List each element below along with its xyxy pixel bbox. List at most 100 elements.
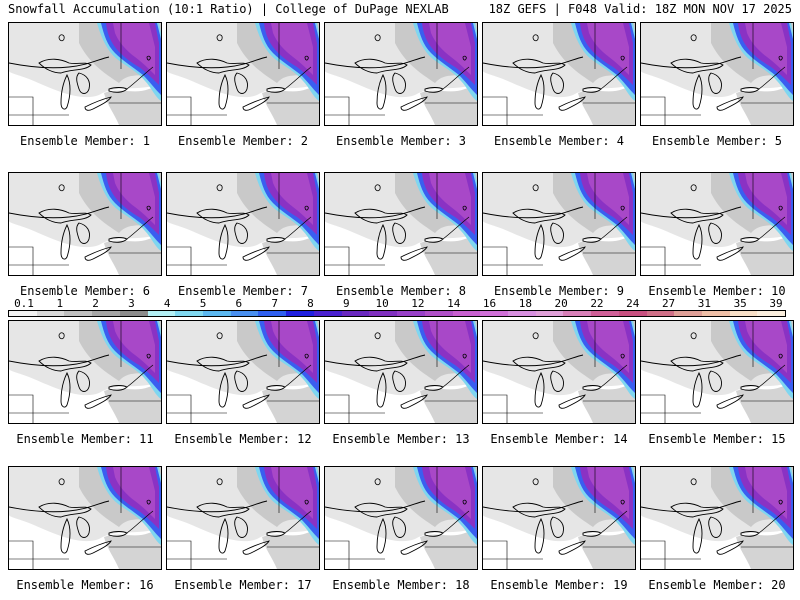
snowfall-map bbox=[167, 23, 319, 125]
ensemble-member-label: Ensemble Member: 2 bbox=[177, 134, 309, 148]
colorbar-swatches bbox=[8, 310, 786, 317]
colorbar-tick-label: 6 bbox=[235, 297, 243, 310]
colorbar-tick-label: 24 bbox=[626, 297, 640, 310]
colorbar-tick-label: 10 bbox=[375, 297, 389, 310]
ensemble-member-label: Ensemble Member: 14 bbox=[490, 432, 628, 446]
colorbar-swatch bbox=[92, 311, 120, 316]
colorbar-tick-label: 1 bbox=[56, 297, 64, 310]
ensemble-member-map bbox=[166, 172, 320, 276]
ensemble-member-map bbox=[166, 320, 320, 424]
snowfall-map bbox=[167, 321, 319, 423]
colorbar-swatch bbox=[480, 311, 508, 316]
colorbar-tick-label: 3 bbox=[128, 297, 135, 310]
colorbar-tick-label: 5 bbox=[199, 297, 207, 310]
colorbar-tick-label: 9 bbox=[342, 297, 350, 310]
ensemble-member-label: Ensemble Member: 18 bbox=[332, 578, 470, 592]
colorbar-swatch bbox=[36, 311, 65, 316]
colorbar-swatch bbox=[119, 311, 148, 316]
ensemble-member-label: Ensemble Member: 16 bbox=[16, 578, 154, 592]
ensemble-member-map bbox=[166, 22, 320, 126]
ensemble-member-label: Ensemble Member: 7 bbox=[177, 284, 309, 298]
ensemble-member-label: Ensemble Member: 4 bbox=[493, 134, 625, 148]
colorbar-swatch bbox=[9, 311, 37, 316]
colorbar-swatch bbox=[175, 311, 204, 316]
run-valid-time: 18Z GEFS | F048 Valid: 18Z MON NOV 17 20… bbox=[488, 2, 792, 16]
snowfall-map bbox=[325, 23, 477, 125]
ensemble-member-label: Ensemble Member: 5 bbox=[651, 134, 783, 148]
ensemble-member-map bbox=[640, 466, 794, 570]
ensemble-member-label: Ensemble Member: 11 bbox=[16, 432, 154, 446]
colorbar-tick-label: 4 bbox=[163, 297, 171, 310]
colorbar-tick-label: 20 bbox=[554, 297, 568, 310]
map-title: Snowfall Accumulation (10:1 Ratio) | Col… bbox=[8, 2, 449, 16]
snowfall-map bbox=[641, 467, 793, 569]
colorbar-tick-label: 35 bbox=[733, 297, 747, 310]
colorbar-swatch bbox=[646, 311, 675, 316]
snowfall-map bbox=[641, 23, 793, 125]
colorbar-tick-label: 16 bbox=[482, 297, 497, 310]
ensemble-member-map bbox=[8, 466, 162, 570]
ensemble-member-label: Ensemble Member: 10 bbox=[648, 284, 786, 298]
snowfall-map bbox=[325, 467, 477, 569]
ensemble-member-label: Ensemble Member: 19 bbox=[490, 578, 628, 592]
ensemble-member-map bbox=[482, 22, 636, 126]
snowfall-map bbox=[483, 467, 635, 569]
colorbar-swatch bbox=[701, 311, 730, 316]
ensemble-member-map bbox=[8, 22, 162, 126]
snowfall-map bbox=[641, 321, 793, 423]
ensemble-member-label: Ensemble Member: 9 bbox=[493, 284, 625, 298]
ensemble-member-label: Ensemble Member: 3 bbox=[335, 134, 467, 148]
snowfall-map bbox=[483, 23, 635, 125]
colorbar-swatch bbox=[535, 311, 564, 316]
snowfall-map bbox=[9, 23, 161, 125]
snowfall-map bbox=[9, 467, 161, 569]
snowfall-map bbox=[9, 321, 161, 423]
colorbar-swatch bbox=[369, 311, 398, 316]
snowfall-map bbox=[325, 173, 477, 275]
colorbar-swatch bbox=[341, 311, 370, 316]
ensemble-member-map bbox=[324, 172, 478, 276]
snowfall-map bbox=[483, 321, 635, 423]
colorbar-tick-label: 7 bbox=[271, 297, 278, 310]
ensemble-member-label: Ensemble Member: 15 bbox=[648, 432, 786, 446]
ensemble-member-map bbox=[8, 320, 162, 424]
colorbar-swatch bbox=[674, 311, 702, 316]
snowfall-map bbox=[9, 173, 161, 275]
colorbar-swatch bbox=[757, 311, 786, 316]
snowfall-map bbox=[641, 173, 793, 275]
ensemble-member-label: Ensemble Member: 20 bbox=[648, 578, 786, 592]
colorbar-swatch bbox=[507, 311, 536, 316]
colorbar-tick-label: 27 bbox=[661, 297, 676, 310]
colorbar-swatch bbox=[729, 311, 758, 316]
colorbar-swatch bbox=[424, 311, 453, 316]
ensemble-member-label: Ensemble Member: 1 bbox=[19, 134, 151, 148]
colorbar-tick-label: 2 bbox=[92, 297, 99, 310]
ensemble-member-map bbox=[640, 172, 794, 276]
colorbar-tick-label: 0.1 bbox=[14, 297, 34, 310]
colorbar-tick-label: 31 bbox=[697, 297, 711, 310]
ensemble-member-map bbox=[482, 466, 636, 570]
ensemble-member-map bbox=[640, 22, 794, 126]
ensemble-member-label: Ensemble Member: 6 bbox=[19, 284, 151, 298]
colorbar-swatch bbox=[203, 311, 231, 316]
ensemble-member-map bbox=[324, 466, 478, 570]
colorbar-swatch bbox=[64, 311, 93, 316]
colorbar-swatch bbox=[563, 311, 592, 316]
ensemble-member-label: Ensemble Member: 17 bbox=[174, 578, 312, 592]
colorbar-tick-label: 18 bbox=[518, 297, 532, 310]
colorbar-swatch bbox=[591, 311, 619, 316]
colorbar-swatch bbox=[258, 311, 287, 316]
snowfall-colorbar: 0.1 1 2 3 4 5 6 7 8 9 10 12 14 16 18 20 22 24 27 31 35 39 bbox=[8, 297, 786, 317]
snowfall-map bbox=[167, 173, 319, 275]
snowfall-map bbox=[483, 173, 635, 275]
snowfall-map bbox=[325, 321, 477, 423]
ensemble-member-map bbox=[8, 172, 162, 276]
ensemble-member-map bbox=[482, 320, 636, 424]
colorbar-swatch bbox=[313, 311, 342, 316]
ensemble-member-map bbox=[482, 172, 636, 276]
colorbar-tick-label: 8 bbox=[307, 297, 314, 310]
colorbar-swatch bbox=[452, 311, 481, 316]
ensemble-member-map bbox=[324, 22, 478, 126]
ensemble-member-label: Ensemble Member: 13 bbox=[332, 432, 470, 446]
colorbar-tick-label: 12 bbox=[411, 297, 425, 310]
